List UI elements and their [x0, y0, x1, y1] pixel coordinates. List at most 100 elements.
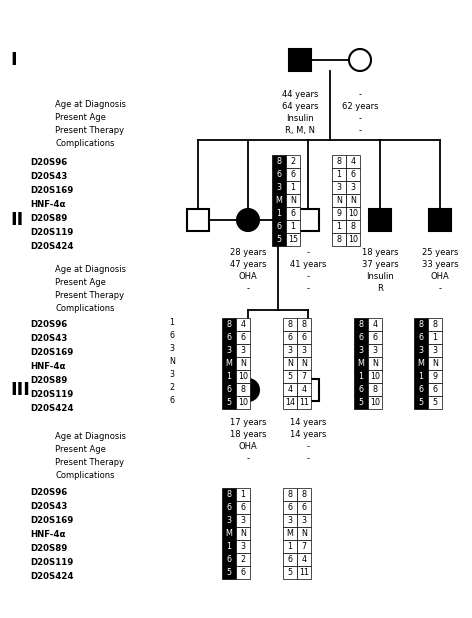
Bar: [368, 331, 382, 344]
Text: Present Therapy: Present Therapy: [55, 291, 124, 300]
Text: D20S96: D20S96: [30, 320, 67, 329]
Text: R: R: [377, 284, 383, 293]
Text: D20S96: D20S96: [30, 488, 67, 497]
Bar: [236, 514, 250, 527]
Text: 3: 3: [227, 346, 231, 355]
Bar: [272, 233, 286, 246]
Text: HNF-4α: HNF-4α: [30, 530, 66, 539]
Text: 9: 9: [337, 209, 342, 218]
Bar: [414, 331, 428, 344]
Bar: [289, 49, 311, 71]
Text: 3: 3: [241, 542, 245, 551]
Bar: [429, 209, 451, 231]
Text: 3: 3: [227, 516, 231, 525]
Text: 1: 1: [227, 372, 231, 381]
Text: 6: 6: [419, 333, 423, 342]
Text: Complications: Complications: [55, 139, 115, 148]
Bar: [236, 527, 250, 540]
Text: 5: 5: [287, 372, 293, 381]
Text: 25 years: 25 years: [422, 248, 458, 257]
Bar: [368, 396, 382, 409]
Text: 1: 1: [337, 170, 342, 179]
Bar: [272, 181, 286, 194]
Bar: [428, 344, 442, 357]
Text: 6: 6: [432, 385, 438, 394]
Bar: [222, 383, 236, 396]
Bar: [428, 383, 442, 396]
Bar: [297, 514, 311, 527]
Text: 6: 6: [287, 555, 293, 564]
Text: 7: 7: [302, 372, 306, 381]
Text: 3: 3: [302, 516, 306, 525]
Text: Complications: Complications: [55, 471, 115, 480]
Bar: [222, 357, 236, 370]
Bar: [283, 553, 297, 566]
Text: 8: 8: [302, 320, 306, 329]
Text: 6: 6: [419, 385, 423, 394]
Text: 8: 8: [277, 157, 281, 166]
Text: 2: 2: [290, 157, 295, 166]
Bar: [346, 233, 360, 246]
Text: M: M: [226, 359, 232, 368]
Bar: [286, 194, 300, 207]
Text: Present Therapy: Present Therapy: [55, 126, 124, 135]
Text: -: -: [246, 284, 250, 293]
Bar: [346, 207, 360, 220]
Text: 6: 6: [241, 568, 245, 577]
Text: D20S43: D20S43: [30, 334, 67, 343]
Bar: [236, 344, 250, 357]
Text: D20S119: D20S119: [30, 228, 73, 237]
Text: 8: 8: [241, 385, 245, 394]
Text: D20S169: D20S169: [30, 348, 73, 357]
Bar: [222, 318, 236, 331]
Text: M: M: [358, 359, 364, 368]
Text: Insulin: Insulin: [286, 114, 314, 123]
Text: 5: 5: [432, 398, 438, 407]
Bar: [236, 331, 250, 344]
Text: 5: 5: [227, 398, 232, 407]
Bar: [236, 396, 250, 409]
Text: I: I: [10, 51, 17, 69]
Bar: [286, 181, 300, 194]
Text: 15: 15: [288, 235, 298, 244]
Text: 1: 1: [419, 372, 423, 381]
Text: HNF-4α: HNF-4α: [30, 362, 66, 371]
Text: 11: 11: [299, 398, 309, 407]
Bar: [332, 168, 346, 181]
Text: 1: 1: [227, 542, 231, 551]
Text: 3: 3: [302, 346, 306, 355]
Text: 8: 8: [432, 320, 438, 329]
Text: -: -: [306, 442, 310, 451]
Bar: [286, 168, 300, 181]
Text: M: M: [276, 196, 282, 205]
Text: N: N: [432, 359, 438, 368]
Text: N: N: [240, 359, 246, 368]
Bar: [297, 527, 311, 540]
Bar: [286, 207, 300, 220]
Bar: [368, 383, 382, 396]
Text: 2: 2: [240, 555, 245, 564]
Bar: [297, 209, 319, 231]
Text: 6: 6: [169, 396, 175, 405]
Bar: [332, 155, 346, 168]
Text: 6: 6: [290, 209, 295, 218]
Bar: [236, 540, 250, 553]
Text: 3: 3: [169, 370, 175, 379]
Text: Insulin: Insulin: [366, 272, 394, 281]
Bar: [236, 501, 250, 514]
Text: 8: 8: [227, 320, 231, 329]
Text: -: -: [359, 90, 362, 99]
Text: 28 years: 28 years: [230, 248, 266, 257]
Text: N: N: [287, 359, 293, 368]
Text: Age at Diagnosis: Age at Diagnosis: [55, 265, 126, 274]
Bar: [222, 527, 236, 540]
Text: Age at Diagnosis: Age at Diagnosis: [55, 100, 126, 109]
Bar: [283, 540, 297, 553]
Text: 3: 3: [419, 346, 423, 355]
Bar: [346, 155, 360, 168]
Text: 10: 10: [238, 372, 248, 381]
Text: 4: 4: [372, 320, 378, 329]
Bar: [368, 318, 382, 331]
Bar: [346, 181, 360, 194]
Text: D20S169: D20S169: [30, 186, 73, 195]
